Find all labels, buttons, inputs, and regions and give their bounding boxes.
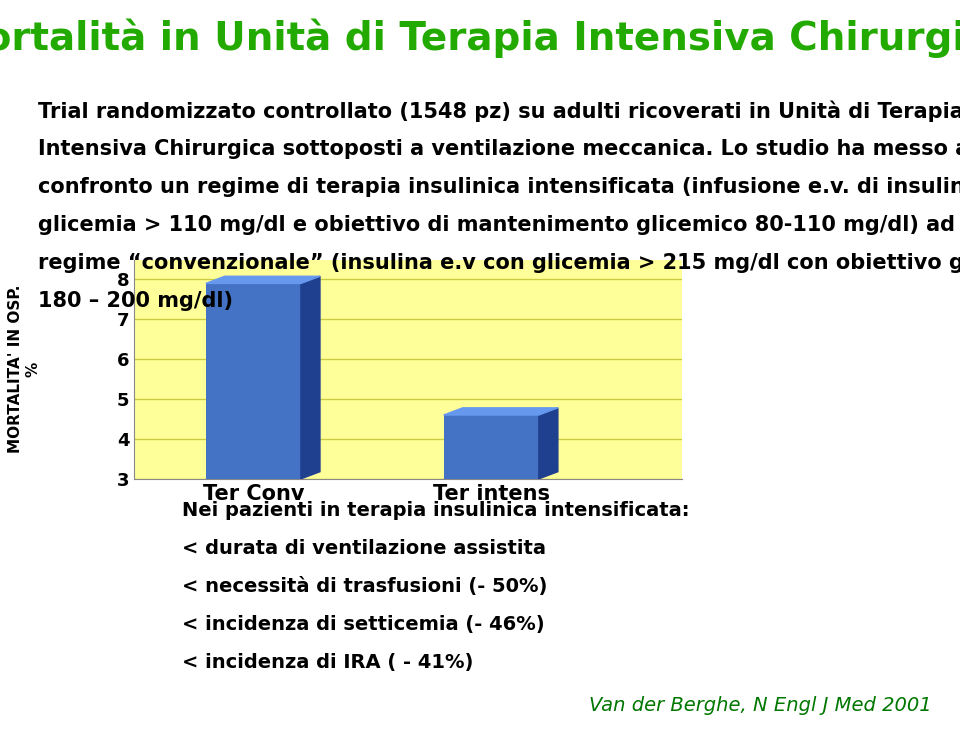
Polygon shape [205,471,320,479]
Text: Intensiva Chirurgica sottoposti a ventilazione meccanica. Lo studio ha messo a: Intensiva Chirurgica sottoposti a ventil… [38,139,960,159]
Text: regime “convenzionale” (insulina e.v con glicemia > 215 mg/dl con obiettivo glic: regime “convenzionale” (insulina e.v con… [38,253,960,273]
Polygon shape [300,276,320,479]
Text: glicemia > 110 mg/dl e obiettivo di mantenimento glicemico 80-110 mg/dl) ad un: glicemia > 110 mg/dl e obiettivo di mant… [38,215,960,235]
Text: Nei pazienti in terapia insulinica intensificata:: Nei pazienti in terapia insulinica inten… [182,501,690,520]
Text: 180 – 200 mg/dl): 180 – 200 mg/dl) [38,291,233,311]
Text: Mortalità in Unità di Terapia Intensiva Chirurgica: Mortalità in Unità di Terapia Intensiva … [0,18,960,58]
Polygon shape [444,408,558,415]
Text: Van der Berghe, N Engl J Med 2001: Van der Berghe, N Engl J Med 2001 [588,696,931,715]
Polygon shape [205,276,320,284]
Text: < necessità di trasfusioni (- 50%): < necessità di trasfusioni (- 50%) [182,577,548,596]
Bar [444,415,539,479]
Polygon shape [444,471,558,479]
Text: < incidenza di setticemia (- 46%): < incidenza di setticemia (- 46%) [182,615,545,634]
Text: MORTALITA' IN OSP.
%: MORTALITA' IN OSP. % [8,285,40,453]
Text: < durata di ventilazione assistita: < durata di ventilazione assistita [182,539,546,558]
Text: < incidenza di IRA ( - 41%): < incidenza di IRA ( - 41%) [182,653,474,672]
Text: Trial randomizzato controllato (1548 pz) su adulti ricoverati in Unità di Terapi: Trial randomizzato controllato (1548 pz)… [38,101,960,122]
Text: confronto un regime di terapia insulinica intensificata (infusione e.v. di insul: confronto un regime di terapia insulinic… [38,177,960,197]
Bar [205,284,300,479]
Polygon shape [539,408,558,479]
